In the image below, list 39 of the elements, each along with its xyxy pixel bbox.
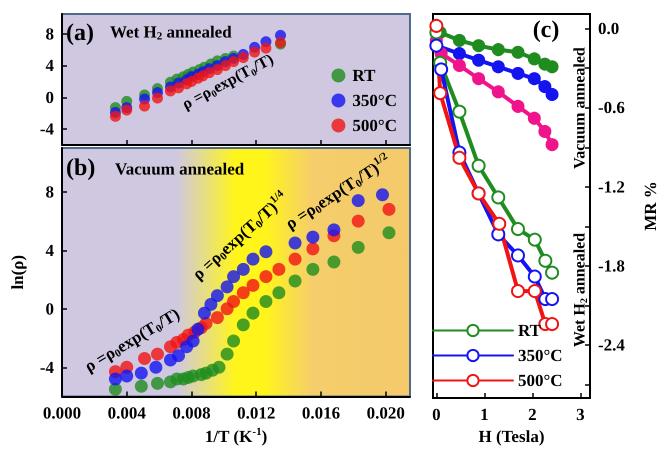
x-tick-label: 0.000 (42, 404, 82, 422)
y-tick-label: 4 (46, 56, 54, 76)
legend-label: 350°C (518, 346, 563, 365)
x-tick-label: 1 (480, 405, 489, 424)
legend-label: 500°C (518, 371, 563, 390)
legend-label: 350°C (352, 91, 398, 110)
y-tick-label: 4 (46, 240, 54, 260)
annotation: (b) (66, 155, 96, 181)
legend-label: 500°C (352, 116, 398, 135)
y2-tick-label: -1.2 (598, 177, 625, 196)
annotation: ρ =ρ0exp(T0/T) (180, 50, 276, 114)
legend-label: RT (352, 66, 376, 85)
y-tick-label: -4 (40, 358, 54, 377)
y2-tick-label: -1.8 (598, 256, 625, 276)
x-axis-title: H (Tesla) (478, 427, 544, 446)
y2-tick-label: -2.4 (598, 336, 626, 355)
x-tick-label: 0 (432, 405, 441, 424)
annotation: Vacuum annealed (115, 160, 245, 178)
x-tick-label: 0.008 (172, 404, 211, 422)
legend-label: RT (518, 321, 542, 340)
x-tick-label: 0.012 (237, 404, 276, 422)
y2-axis-title: MR % (641, 181, 660, 231)
y-axis-title: ln(ρ) (8, 254, 27, 290)
annotation: Wet H2 annealed (572, 232, 590, 348)
x-tick-label: 0.016 (302, 404, 340, 422)
y-tick-label: 0 (46, 88, 54, 107)
annotation: (c) (532, 17, 560, 43)
x-tick-label: 3 (576, 405, 585, 424)
x-tick-label: 0.020 (366, 404, 405, 422)
annotation: Vacuum annealed (572, 47, 588, 169)
annotation: (a) (66, 20, 94, 46)
x-tick-label: 2 (528, 405, 537, 424)
y2-tick-label: -0.6 (598, 98, 625, 118)
y-tick-label: 8 (46, 24, 54, 44)
y-tick-label: -4 (40, 120, 54, 139)
y2-tick-label: 0.0 (598, 19, 620, 38)
y-tick-label: 8 (46, 182, 54, 202)
x-tick-label: 0.004 (108, 404, 146, 422)
y-tick-label: 0 (46, 299, 54, 318)
